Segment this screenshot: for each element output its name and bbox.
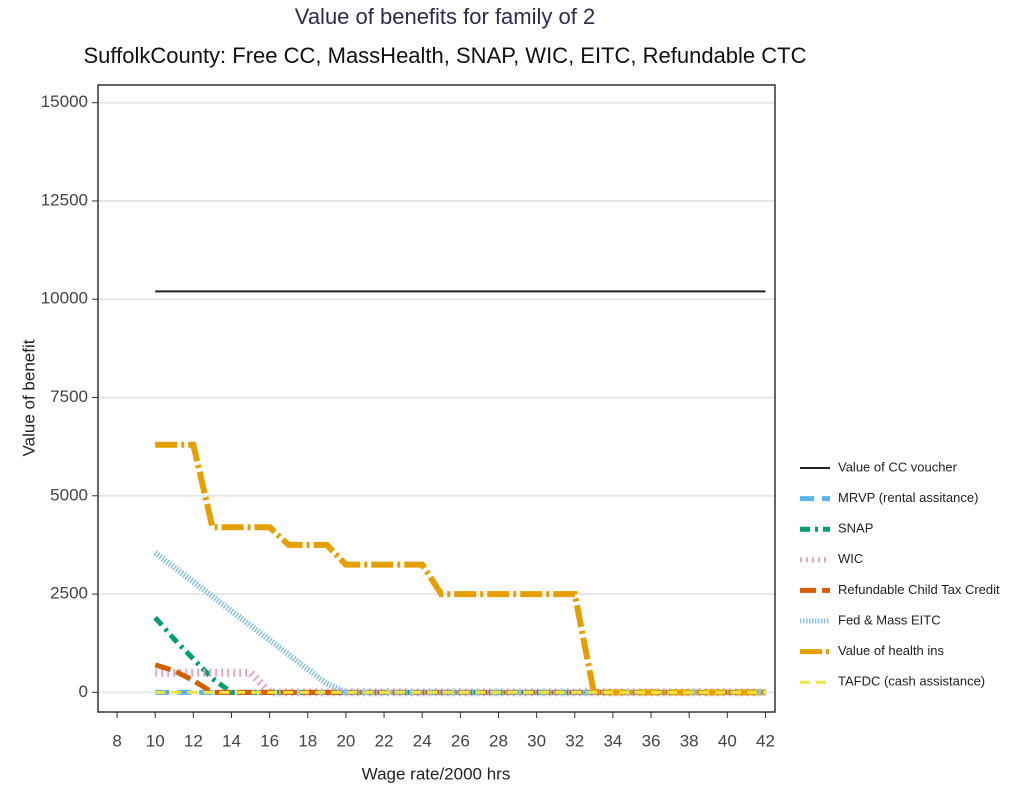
x-tick-label: 18	[298, 731, 317, 750]
x-tick-label: 12	[184, 731, 203, 750]
x-tick-label: 32	[565, 731, 584, 750]
legend-label: TAFDC (cash assistance)	[838, 674, 985, 689]
x-tick-label: 34	[603, 731, 622, 750]
x-tick-label: 28	[489, 731, 508, 750]
x-tick-label: 16	[260, 731, 279, 750]
y-tick-label: 12500	[41, 190, 88, 209]
legend-label: Value of health ins	[838, 643, 944, 658]
x-tick-label: 42	[756, 731, 775, 750]
x-tick-label: 40	[718, 731, 737, 750]
plot-border	[97, 84, 776, 713]
x-tick-label: 14	[222, 731, 241, 750]
x-tick-label: 24	[413, 731, 432, 750]
x-tick-label: 36	[642, 731, 661, 750]
legend-label: Fed & Mass EITC	[838, 612, 941, 627]
x-tick-label: 20	[336, 731, 355, 750]
x-tick-label: 38	[680, 731, 699, 750]
y-tick-label: 10000	[41, 289, 88, 308]
x-tick-label: 10	[146, 731, 165, 750]
chart-subtitle: SuffolkCounty: Free CC, MassHealth, SNAP…	[83, 43, 806, 68]
series-line	[155, 441, 766, 696]
x-tick-label: 30	[527, 731, 546, 750]
y-tick-label: 7500	[50, 387, 88, 406]
y-axis-label: Value of benefit	[19, 339, 38, 456]
legend-label: WIC	[838, 551, 863, 566]
legend-label: MRVP (rental assitance)	[838, 490, 978, 505]
x-tick-label: 22	[375, 731, 394, 750]
y-tick-label: 5000	[50, 485, 88, 504]
legend-label: Refundable Child Tax Credit	[838, 582, 1000, 597]
x-tick-label: 8	[112, 731, 121, 750]
legend-label: Value of CC voucher	[838, 459, 958, 474]
y-tick-label: 0	[79, 682, 88, 701]
x-axis-label: Wage rate/2000 hrs	[362, 764, 511, 783]
legend-label: SNAP	[838, 521, 873, 536]
x-tick-label: 26	[451, 731, 470, 750]
y-tick-label: 15000	[41, 92, 88, 111]
y-tick-label: 2500	[50, 584, 88, 603]
chart-title: Value of benefits for family of 2	[295, 4, 595, 29]
